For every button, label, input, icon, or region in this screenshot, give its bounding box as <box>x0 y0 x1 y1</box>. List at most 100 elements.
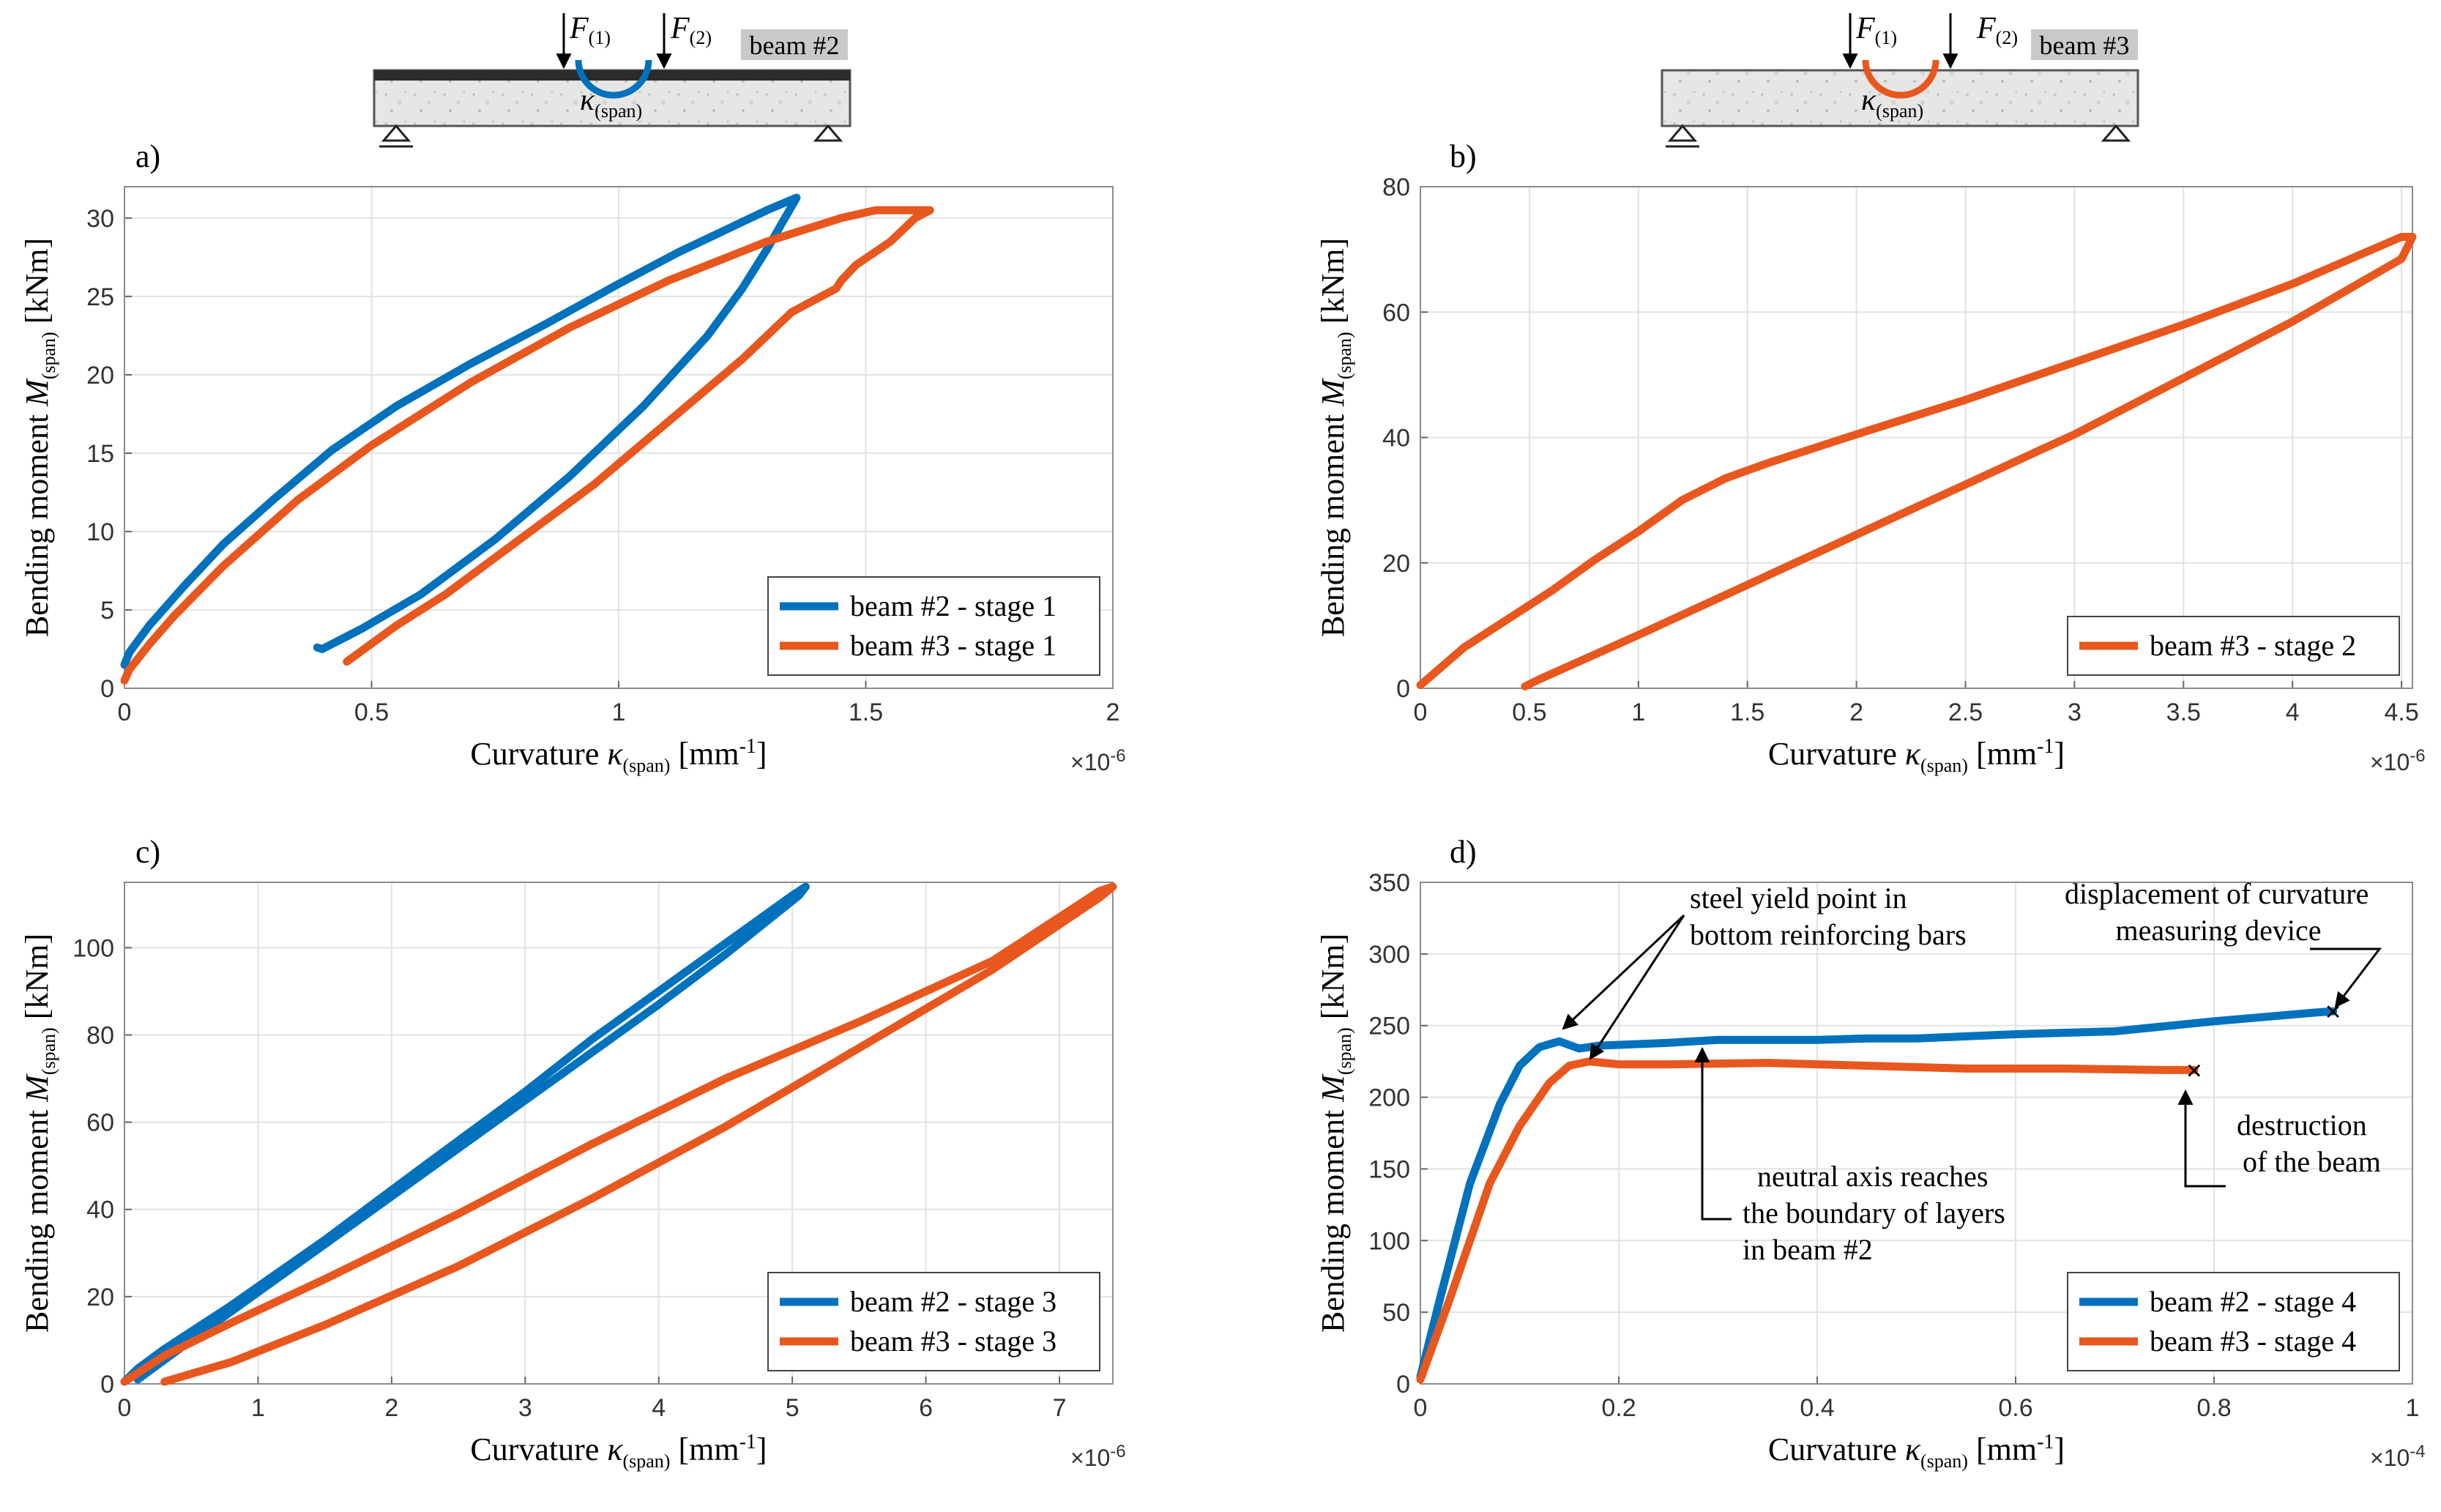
legend: beam #2 - stage 4 beam #3 - stage 4 <box>2067 1272 2400 1371</box>
annotation-destruction-arrow <box>2177 1089 2226 1188</box>
y-tick-label: 10 <box>86 518 114 546</box>
panel-label: d) <box>1450 834 1477 870</box>
y-tick-label: 30 <box>86 205 114 233</box>
plot-border <box>124 186 1114 689</box>
x-tick-label: 4 <box>652 1394 666 1422</box>
plot-border <box>124 882 1114 1385</box>
annotation-destruction-line-2: of the beam <box>2243 1145 2381 1178</box>
annotation-displacement-line-2: measuring device <box>2116 914 2322 947</box>
x-tick-label: 1 <box>1631 699 1645 726</box>
legend-entry: beam #3 - stage 4 <box>2150 1325 2356 1358</box>
x-tick-label: 0.5 <box>1512 699 1546 726</box>
y-axis-label: Bending moment M(span) [kNm] <box>1315 934 1355 1333</box>
x-tick-label: 2.5 <box>1948 699 1983 726</box>
y-tick-label: 20 <box>86 362 114 390</box>
legend-entry: beam #3 - stage 2 <box>2150 629 2356 662</box>
beam-3-curvature-label: κ(span) <box>1861 83 1923 122</box>
legend: beam #2 - stage 3 beam #3 - stage 3 <box>767 1272 1100 1371</box>
panel-b: 0 0.5 1 1.5 2 2.5 3 3.5 4 4.5 0 20 40 60 80 ×10-6 Curvat… <box>1315 138 2426 776</box>
beam-2-curvature-arc <box>575 59 652 99</box>
annotation-neutral-axis-arrow <box>1694 1046 1732 1221</box>
x-tick-label: 7 <box>1053 1394 1067 1422</box>
legend: beam #2 - stage 1 beam #3 - stage 1 <box>767 576 1100 676</box>
beam-3-tag <box>2031 29 2138 60</box>
panel-d-annotations: steel yield point in bottom reinforcing … <box>1562 877 2382 1266</box>
y-tick-label: 0 <box>100 675 114 703</box>
y-tick-label: 0 <box>1396 1371 1410 1399</box>
x-tick-label: 5 <box>786 1394 800 1422</box>
series-line-1 <box>120 882 810 1386</box>
legend-box <box>767 576 1100 676</box>
y-tick-label: 60 <box>86 1109 114 1137</box>
beam-3-schematic: beam #3 F(1) F(2) κ(span) <box>1661 12 2139 148</box>
y-tick-label: 150 <box>1368 1155 1410 1183</box>
annotation-yield-arrow-2 <box>1589 915 1685 1060</box>
legend-entry: beam #2 - stage 4 <box>2150 1285 2356 1318</box>
legend: beam #3 - stage 2 <box>2067 616 2400 676</box>
x-tick-label: 2 <box>1849 699 1863 726</box>
panel-d: 0 0.2 0.4 0.6 0.8 1 0 50 100 150 200 250 300 350 ×10-4… <box>1315 834 2426 1472</box>
y-tick-label: 60 <box>1382 299 1410 327</box>
y-tick-label: 20 <box>1382 550 1410 578</box>
x-tick-label: 3 <box>2068 699 2082 726</box>
legend-entry: beam #2 - stage 1 <box>850 589 1056 622</box>
y-axis-label: Bending moment M(span) [kNm] <box>1315 238 1355 637</box>
x-tick-label: 0.6 <box>1998 1394 2032 1422</box>
y-tick-label: 200 <box>1368 1084 1410 1112</box>
x-tick-label: 3 <box>518 1394 532 1422</box>
legend-entry: beam #3 - stage 1 <box>850 629 1056 662</box>
series-line-2 <box>120 882 1117 1386</box>
y-tick-label: 5 <box>100 597 114 625</box>
x-exponent-label: ×10-4 <box>2370 1442 2426 1471</box>
force-1-label: F(1) <box>569 12 611 48</box>
legend-box <box>2067 1272 2400 1371</box>
annotation-yield-arrow-1 <box>1562 914 1685 1030</box>
y-tick-label: 20 <box>86 1284 114 1311</box>
panel-label: a) <box>135 138 160 174</box>
x-axis-label: Curvature κ(span) [mm-1] <box>1768 735 2065 776</box>
y-tick-label: 80 <box>1382 174 1410 201</box>
x-tick-label: 1 <box>251 1394 265 1422</box>
y-tick-label: 40 <box>86 1196 114 1224</box>
series-line-1 <box>120 193 801 669</box>
y-tick-label: 250 <box>1368 1013 1410 1040</box>
y-axis-label: Bending moment M(span) [kNm] <box>19 934 59 1333</box>
legend-entry: beam #2 - stage 3 <box>850 1285 1056 1318</box>
y-tick-label: 100 <box>1368 1227 1410 1255</box>
y-tick-label: 80 <box>86 1021 114 1049</box>
beam-2-tag <box>741 29 848 60</box>
series-line-1 <box>1416 233 2417 690</box>
x-tick-label: 0 <box>1414 1394 1428 1422</box>
force-2-label: F(2) <box>670 12 712 48</box>
x-tick-label: 2 <box>384 1394 398 1422</box>
y-tick-label: 0 <box>100 1371 114 1399</box>
beam-3-tag-label: beam #3 <box>2040 31 2130 60</box>
x-exponent-label: ×10-6 <box>2370 746 2426 775</box>
beam-2-tag-label: beam #2 <box>750 31 840 60</box>
beam-2-left-support <box>381 124 411 142</box>
annotation-yield-line-2: bottom reinforcing bars <box>1690 918 1967 951</box>
x-tick-label: 0.2 <box>1601 1394 1636 1422</box>
force-1-label: F(1) <box>1855 12 1897 48</box>
y-tick-label: 40 <box>1382 425 1410 453</box>
panel-label: c) <box>135 834 160 870</box>
x-tick-label: 4 <box>2286 699 2300 726</box>
panel-c: 0 1 2 3 4 5 6 7 0 20 40 60 80 100 ×10-6 Curvature κ(spa… <box>19 834 1126 1472</box>
plot-border <box>1420 882 2413 1385</box>
y-tick-label: 50 <box>1382 1299 1410 1327</box>
beam-3-right-support <box>2101 124 2131 142</box>
x-tick-label: 4.5 <box>2384 699 2418 726</box>
x-tick-label: 0 <box>118 1394 132 1422</box>
legend-box <box>767 1272 1100 1371</box>
y-axis-label: Bending moment M(span) [kNm] <box>19 238 59 637</box>
beam-3-curvature-arc <box>1862 59 1939 99</box>
legend-entry: beam #3 - stage 3 <box>850 1325 1056 1358</box>
x-tick-label: 0.5 <box>354 699 389 726</box>
x-exponent-label: ×10-6 <box>1070 746 1126 775</box>
series-line-1 <box>1416 1007 2338 1381</box>
x-tick-label: 1 <box>612 699 626 726</box>
annotation-yield-line-1: steel yield point in <box>1690 882 1907 915</box>
x-tick-label: 1.5 <box>849 699 883 726</box>
